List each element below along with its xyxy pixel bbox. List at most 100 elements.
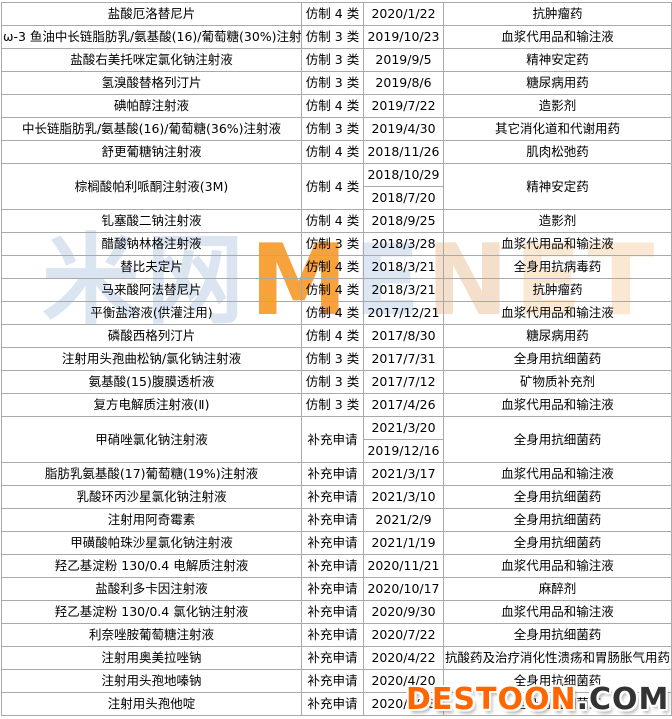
date-cell: 2021/3/17 — [363, 462, 444, 486]
date-cell: 2020/11/21 — [363, 554, 444, 578]
drug-name-cell: 乳酸环丙沙星氯化钠注射液 — [1, 485, 302, 509]
category-cell: 仿制 4 类 — [301, 140, 364, 164]
drug-class-cell: 糖尿病用药 — [443, 324, 672, 348]
table-row: 注射用奥美拉唑钠 补充申请 2020/4/22 抗酸药及治疗消化性溃疡和胃肠胀气用药 — [1, 646, 672, 670]
table-row: 注射用头孢地嗪钠 补充申请 2020/4/20 全身用抗细菌药 — [1, 669, 672, 693]
table-row: 棕榈酸帕利哌酮注射液(3M) 仿制 4 类 2018/10/29 精神安定药 — [1, 163, 672, 210]
drug-name-cell: 棕榈酸帕利哌酮注射液(3M) — [1, 163, 302, 210]
table-row: 2018/7/20 — [2, 186, 672, 210]
drug-name-cell: 复方电解质注射液(Ⅱ) — [1, 393, 302, 417]
drug-class-cell: 麻醉剂 — [443, 577, 672, 601]
drug-name-cell: 甲硝唑氯化钠注射液 — [1, 416, 302, 463]
category-cell: 补充申请 — [301, 531, 364, 555]
category-cell: 补充申请 — [301, 623, 364, 647]
category-cell: 补充申请 — [301, 692, 364, 716]
table-row: 复方电解质注射液(Ⅱ) 仿制 3 类 2017/4/26 血浆代用品和输注液 — [1, 393, 672, 417]
category-cell: 仿制 4 类 — [301, 324, 364, 348]
drug-class-cell: 全身用抗细菌药 — [443, 485, 672, 509]
drug-class-cell: 血浆代用品和输注液 — [443, 393, 672, 417]
date-cell: 2020/2/18 — [363, 692, 444, 716]
category-cell: 补充申请 — [301, 646, 364, 670]
drug-name-cell: 注射用奥美拉唑钠 — [1, 646, 302, 670]
drug-name-cell: 脂肪乳氨基酸(17)葡萄糖(19%)注射液 — [1, 462, 302, 486]
table-row: 平衡盐溶液(供灌注用) 仿制 4 类 2017/12/21 血浆代用品和输注液 — [1, 301, 672, 325]
drug-name-cell: 注射用阿奇霉素 — [1, 508, 302, 532]
date-cell: 2019/8/6 — [363, 71, 444, 95]
category-cell: 仿制 4 类 — [301, 209, 364, 233]
drug-class-cell: 其它消化道和代谢用药 — [443, 117, 672, 141]
drug-name-cell: 盐酸右美托咪定氯化钠注射液 — [1, 48, 302, 72]
date-cell: 2017/12/21 — [363, 301, 444, 325]
drug-class-cell: 全身用抗细菌药 — [443, 623, 672, 647]
drug-class-cell: 抗肿瘤药 — [443, 2, 672, 26]
drug-name-cell: 注射用头孢曲松钠/氯化钠注射液 — [1, 347, 302, 371]
category-cell: 仿制 3 类 — [301, 370, 364, 394]
drug-class-cell: 精神安定药 — [443, 48, 672, 72]
drug-name-cell: 中长链脂肪乳/氨基酸(16)/葡萄糖(36%)注射液 — [1, 117, 302, 141]
drug-name-cell: 舒更葡糖钠注射液 — [1, 140, 302, 164]
date-cell: 2019/7/22 — [363, 94, 444, 118]
category-cell: 仿制 4 类 — [301, 163, 364, 210]
category-cell: 补充申请 — [301, 462, 364, 486]
drug-class-cell: 血浆代用品和输注液 — [443, 301, 672, 325]
table-row: 氨基酸(15)腹膜透析液 仿制 3 类 2017/7/12 矿物质补充剂 — [1, 370, 672, 394]
drug-class-cell: 抗肿瘤药 — [443, 278, 672, 302]
drug-class-cell: 抗酸药及治疗消化性溃疡和胃肠胀气用药 — [443, 646, 672, 670]
drug-class-cell: 全身用抗细菌药 — [443, 508, 672, 532]
table-row: 注射用头孢他啶 补充申请 2020/2/18 全身用抗细菌药 — [1, 692, 672, 716]
category-cell: 仿制 3 类 — [301, 25, 364, 49]
drug-class-cell: 糖尿病用药 — [443, 71, 672, 95]
table-row: 羟乙基淀粉 130/0.4 氯化钠注射液 补充申请 2020/9/30 血浆代用品和输… — [1, 600, 672, 624]
table-row: 羟乙基淀粉 130/0.4 电解质注射液 补充申请 2020/11/21 血浆代用品和… — [1, 554, 672, 578]
table-row: 注射用头孢曲松钠/氯化钠注射液 仿制 3 类 2017/7/31 全身用抗细菌药 — [1, 347, 672, 371]
date-cell: 2020/1/22 — [363, 2, 444, 26]
category-cell: 仿制 4 类 — [301, 2, 364, 26]
category-cell: 补充申请 — [301, 485, 364, 509]
category-cell: 补充申请 — [301, 508, 364, 532]
drug-name-cell: 氨基酸(15)腹膜透析液 — [1, 370, 302, 394]
date-cell: 2020/9/30 — [363, 600, 444, 624]
date-cell: 2019/12/16 — [363, 439, 444, 463]
destoon-watermark-suffix: .COM — [576, 682, 670, 717]
date-cell: 2018/3/28 — [363, 232, 444, 256]
drug-class-cell: 全身用抗细菌药 — [443, 347, 672, 371]
drug-name-cell: 甲磺酸帕珠沙星氯化钠注射液 — [1, 531, 302, 555]
drug-class-cell: 肌肉松弛药 — [443, 140, 672, 164]
drug-name-cell: ω-3 鱼油中长链脂肪乳/氨基酸(16)/葡萄糖(30%)注射液 — [1, 25, 302, 49]
table-row: 盐酸利多卡因注射液 补充申请 2020/10/17 麻醉剂 — [1, 577, 672, 601]
date-cell: 2018/10/29 — [363, 163, 444, 187]
table-row: 碘帕醇注射液 仿制 4 类 2019/7/22 造影剂 — [1, 94, 672, 118]
drug-class-cell: 血浆代用品和输注液 — [443, 232, 672, 256]
date-cell: 2021/3/10 — [363, 485, 444, 509]
drug-class-cell: 血浆代用品和输注液 — [443, 554, 672, 578]
date-cell: 2017/4/26 — [363, 393, 444, 417]
category-cell: 补充申请 — [301, 669, 364, 693]
drug-class-cell: 血浆代用品和输注液 — [443, 600, 672, 624]
drug-name-cell: 注射用头孢他啶 — [1, 692, 302, 716]
date-cell: 2021/3/20 — [363, 416, 444, 440]
drug-name-cell: 碘帕醇注射液 — [1, 94, 302, 118]
drug-name-cell: 盐酸厄洛替尼片 — [1, 2, 302, 26]
category-cell: 仿制 3 类 — [301, 232, 364, 256]
date-cell: 2018/3/21 — [363, 255, 444, 279]
table-row: 脂肪乳氨基酸(17)葡萄糖(19%)注射液 补充申请 2021/3/17 血浆代用品和… — [1, 462, 672, 486]
category-cell: 补充申请 — [301, 577, 364, 601]
drug-name-cell: 替比夫定片 — [1, 255, 302, 279]
table-row: ω-3 鱼油中长链脂肪乳/氨基酸(16)/葡萄糖(30%)注射液 仿制 3 类 20… — [1, 25, 672, 49]
drug-class-cell: 全身用抗病毒药 — [443, 255, 672, 279]
table-row: 钆塞酸二钠注射液 仿制 4 类 2018/9/25 造影剂 — [1, 209, 672, 233]
category-cell: 补充申请 — [301, 600, 364, 624]
table-row: 盐酸厄洛替尼片 仿制 4 类 2020/1/22 抗肿瘤药 — [1, 2, 672, 26]
drug-name-cell: 马来酸阿法替尼片 — [1, 278, 302, 302]
date-cell: 2017/7/31 — [363, 347, 444, 371]
category-cell: 仿制 4 类 — [301, 301, 364, 325]
date-cell: 2018/3/21 — [363, 278, 444, 302]
date-cell: 2020/4/20 — [363, 669, 444, 693]
date-cell: 2018/11/26 — [363, 140, 444, 164]
table-row: 乳酸环丙沙星氯化钠注射液 补充申请 2021/3/10 全身用抗细菌药 — [1, 485, 672, 509]
category-cell: 仿制 4 类 — [301, 94, 364, 118]
category-cell: 仿制 4 类 — [301, 255, 364, 279]
